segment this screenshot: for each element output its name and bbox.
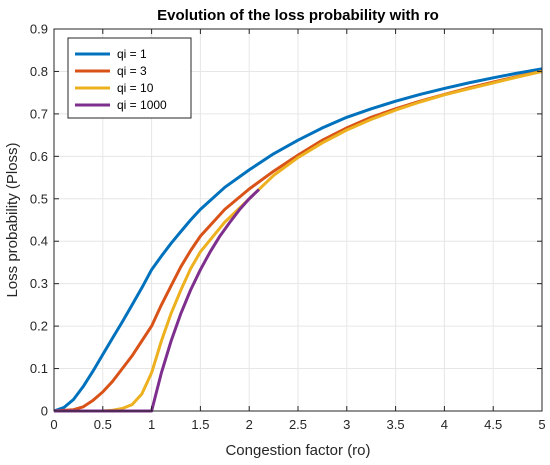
grid bbox=[54, 29, 542, 411]
x-tick-label: 3.5 bbox=[387, 417, 405, 432]
legend-label-2: qi = 3 bbox=[117, 64, 147, 78]
chart-title: Evolution of the loss probability with r… bbox=[157, 7, 439, 24]
x-tick-label: 3 bbox=[343, 417, 350, 432]
legend-label-3: qi = 10 bbox=[117, 81, 154, 95]
legend: qi = 1 qi = 3 qi = 10 qi = 1000 bbox=[67, 37, 192, 119]
series-line-3 bbox=[54, 69, 543, 413]
legend-label-4: qi = 1000 bbox=[117, 98, 167, 112]
x-tick-label: 0 bbox=[50, 417, 57, 432]
ticks: 0 0.5 1 1.5 2 2.5 3 3.5 4 4.5 5 0 0.1 0.2 0.3 0.4 0.5 0.6… bbox=[30, 22, 546, 433]
x-tick-label: 5 bbox=[538, 417, 545, 432]
y-tick-label: 0.6 bbox=[30, 149, 48, 164]
legend-label-1: qi = 1 bbox=[117, 47, 147, 61]
y-tick-label: 0.1 bbox=[30, 361, 48, 376]
x-tick-label: 2.5 bbox=[289, 417, 307, 432]
series-line-1 bbox=[53, 67, 543, 413]
y-tick-label: 0.9 bbox=[30, 22, 48, 37]
x-axis-label: Congestion factor (ro) bbox=[225, 442, 370, 459]
series-line-4 bbox=[54, 188, 261, 413]
y-axis-label: Loss probability (Ploss) bbox=[4, 142, 21, 297]
y-tick-label: 0.3 bbox=[30, 276, 48, 291]
series-layer bbox=[53, 67, 543, 413]
x-tick-label: 1 bbox=[148, 417, 155, 432]
y-tick-label: 0.5 bbox=[30, 191, 48, 206]
y-tick-label: 0.4 bbox=[30, 234, 48, 249]
y-tick-label: 0.8 bbox=[30, 64, 48, 79]
y-tick-label: 0.2 bbox=[30, 319, 48, 334]
x-tick-label: 1.5 bbox=[191, 417, 209, 432]
x-tick-label: 0.5 bbox=[94, 417, 112, 432]
x-tick-label: 4.5 bbox=[484, 417, 502, 432]
x-tick-label: 2 bbox=[246, 417, 253, 432]
y-tick-label: 0 bbox=[41, 404, 48, 419]
y-tick-label: 0.7 bbox=[30, 106, 48, 121]
x-tick-label: 4 bbox=[441, 417, 448, 432]
